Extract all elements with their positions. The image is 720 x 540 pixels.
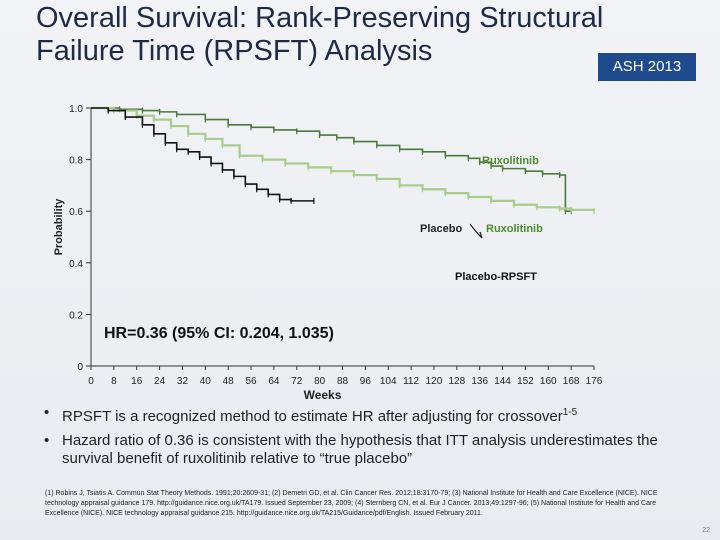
x-tick-label: 48 xyxy=(223,376,235,387)
x-tick-label: 128 xyxy=(448,376,465,387)
x-tick-label: 96 xyxy=(360,376,372,387)
conference-badge: ASH 2013 xyxy=(598,53,696,81)
x-tick-label: 144 xyxy=(494,376,511,387)
bullet-list: • RPSFT is a recognized method to estima… xyxy=(42,404,702,474)
series-rpsft-line xyxy=(91,107,314,202)
chart-series xyxy=(91,106,596,215)
x-tick-label: 56 xyxy=(245,376,257,387)
x-tick-label: 88 xyxy=(337,376,349,387)
x-tick-label: 72 xyxy=(291,376,303,387)
x-tick-label: 64 xyxy=(268,376,280,387)
bullet-superscript: 1-5 xyxy=(562,407,578,418)
bullet-item: • Hazard ratio of 0.36 is consistent wit… xyxy=(42,432,702,468)
x-tick-label: 32 xyxy=(177,376,189,387)
y-tick-label: 0 xyxy=(77,362,83,373)
y-tick-label: 0.4 xyxy=(69,259,83,270)
x-tick-label: 24 xyxy=(154,376,166,387)
x-tick-label: 104 xyxy=(380,376,397,387)
label-ruxolitinib: Ruxolitinib xyxy=(482,155,539,167)
label-rpsft: Placebo-RPSFT xyxy=(455,271,537,283)
y-tick-label: 0.2 xyxy=(69,310,83,321)
crossover-arrow-icon xyxy=(469,223,483,239)
x-tick-label: 176 xyxy=(586,376,603,387)
x-tick-label: 8 xyxy=(111,376,117,387)
y-tick-label: 0.6 xyxy=(69,207,83,218)
x-tick-label: 40 xyxy=(200,376,212,387)
slide-title: Overall Survival: Rank-Preserving Struct… xyxy=(36,2,604,67)
references: (1) Robins J, Tsiatis A. Commun Stat The… xyxy=(45,490,658,517)
x-tick-label: 152 xyxy=(517,376,534,387)
page-number: 22 xyxy=(702,527,710,534)
bullet-symbol: • xyxy=(44,404,50,421)
series-ruxolitinib-line xyxy=(91,107,572,212)
hazard-ratio-annotation: HR=0.36 (95% CI: 0.204, 1.035) xyxy=(104,325,334,342)
label-crossover-ruxolitinib: Ruxolitinib xyxy=(486,223,543,235)
y-tick-label: 0.8 xyxy=(69,156,83,167)
bullet-item: • RPSFT is a recognized method to estima… xyxy=(42,404,702,426)
bullet-symbol: • xyxy=(44,432,50,449)
x-tick-label: 168 xyxy=(563,376,580,387)
x-tick-label: 80 xyxy=(314,376,326,387)
bullet-text: RPSFT is a recognized method to estimate… xyxy=(62,408,563,425)
y-tick-label: 1.0 xyxy=(69,104,83,115)
x-tick-label: 112 xyxy=(403,376,419,387)
bullet-text: Hazard ratio of 0.36 is consistent with … xyxy=(62,432,658,467)
x-axis-title: Weeks xyxy=(304,388,342,402)
y-axis-title: Probability xyxy=(53,198,65,256)
x-tick-label: 120 xyxy=(426,376,443,387)
label-crossover-placebo: Placebo xyxy=(420,223,462,235)
x-tick-label: 0 xyxy=(88,376,94,387)
chart-labels: Ruxolitinib Placebo Ruxolitinib Placebo-RPS… xyxy=(104,155,543,342)
x-tick-label: 16 xyxy=(131,376,143,387)
chart-axes: 0 0.2 0.4 0.6 0.8 1.0 0 8 16 24 32 40 48 56 64 72 80 88 96… xyxy=(53,104,603,402)
x-tick-label: 160 xyxy=(540,376,557,387)
x-tick-label: 136 xyxy=(471,376,488,387)
